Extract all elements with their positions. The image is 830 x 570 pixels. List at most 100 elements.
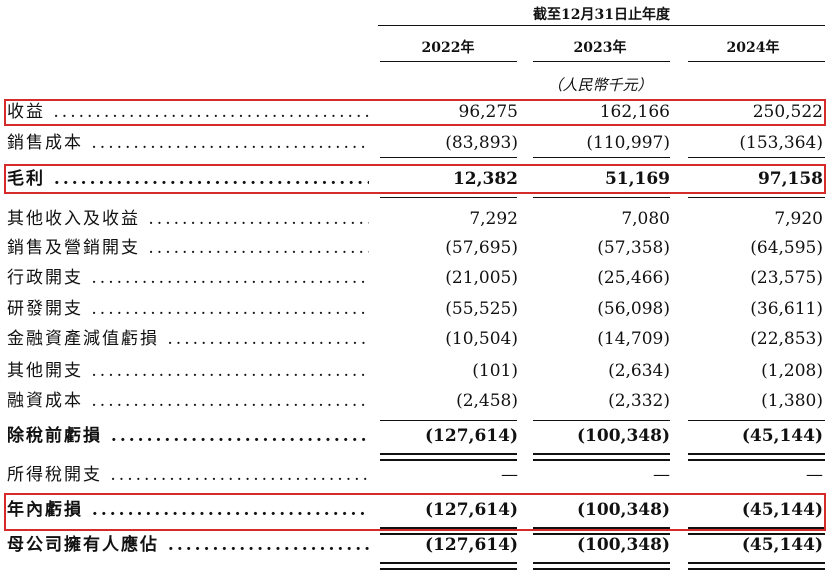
finance-costs-rule (533, 420, 670, 421)
loss-before-tax-value-2023: (100,348) (577, 426, 670, 446)
admin-expenses-value-2023: (25,466) (597, 268, 670, 288)
revenue-value-2022: 96,275 (458, 102, 518, 122)
other-income-value-2022: 7,292 (469, 209, 518, 229)
row-label-text: 年內虧損 (7, 500, 83, 520)
rnd-expenses-value-2024: (36,611) (750, 299, 823, 319)
loss-for-year-label: 年內虧損 ...................................… (7, 498, 369, 522)
row-label-text: 其他開支 (7, 361, 83, 381)
income-tax-value-2023: — (653, 465, 670, 485)
loss-for-year-value-2022: (127,614) (425, 500, 518, 520)
gross-profit-highlight-box (4, 164, 826, 194)
period-header: 截至12月31日止年度 (533, 7, 670, 23)
gross-profit-rule (688, 197, 825, 198)
leader-dots: ........................................… (91, 391, 369, 411)
row-label-text: 金融資產減值虧損 (7, 329, 159, 349)
cost-of-sales-rule (380, 157, 517, 158)
cost-of-sales-rule (688, 157, 825, 158)
finance-costs-value-2022: (2,458) (456, 391, 518, 411)
finance-costs-value-2024: (1,380) (761, 391, 823, 411)
other-income-value-2023: 7,080 (621, 209, 670, 229)
cost-of-sales-label: 銷售成本 ...................................… (7, 131, 369, 155)
leader-dots: ........................................… (167, 329, 369, 349)
leader-dots: ........................................… (53, 102, 369, 122)
revenue-label: 收益 .....................................… (7, 100, 369, 124)
finance-costs-rule (380, 420, 517, 421)
leader-dots: ........................................… (148, 238, 369, 258)
finance-costs-rule (688, 420, 825, 421)
loss-for-year-double-rule (533, 527, 670, 535)
rnd-expenses-label: 研發開支 ...................................… (7, 297, 369, 321)
finance-costs-label: 融資成本 ...................................… (7, 389, 369, 413)
row-label-text: 除稅前虧損 (7, 426, 102, 446)
row-label-text: 毛利 (7, 169, 45, 189)
admin-expenses-value-2022: (21,005) (445, 268, 518, 288)
header-rule (378, 25, 825, 26)
year-2024-header: 2024年 (726, 40, 780, 56)
gross-profit-label: 毛利 .....................................… (7, 167, 369, 191)
leader-dots: ........................................… (91, 268, 369, 288)
attributable-double-rule (533, 562, 670, 570)
admin-expenses-label: 行政開支 ...................................… (7, 266, 369, 290)
row-label-text: 研發開支 (7, 299, 83, 319)
selling-expenses-label: 銷售及營銷開支 ................................… (7, 236, 369, 260)
other-expenses-value-2024: (1,208) (761, 361, 823, 381)
loss-before-tax-double-rule (533, 453, 670, 461)
loss-for-year-value-2024: (45,144) (741, 500, 823, 520)
gross-profit-value-2023: 51,169 (604, 169, 670, 189)
row-label-text: 行政開支 (7, 268, 83, 288)
gross-profit-value-2024: 97,158 (757, 169, 823, 189)
income-tax-value-2024: — (806, 465, 823, 485)
attributable-to-owners-label: 母公司擁有人應佔 ...............................… (7, 533, 369, 557)
row-label-text: 銷售成本 (7, 133, 83, 153)
impairment-losses-value-2023: (14,709) (597, 329, 670, 349)
finance-costs-value-2023: (2,332) (608, 391, 670, 411)
other-income-value-2024: 7,920 (774, 209, 823, 229)
row-label-text: 銷售及營銷開支 (7, 238, 140, 258)
loss-for-year-double-rule (380, 527, 517, 535)
year-2023-underline (533, 61, 670, 62)
leader-dots: ........................................… (53, 169, 369, 189)
row-label-text: 母公司擁有人應佔 (7, 535, 159, 555)
attributable-to-owners-value-2023: (100,348) (577, 535, 670, 555)
selling-expenses-value-2022: (57,695) (445, 238, 518, 258)
loss-before-tax-label: 除稅前虧損 ..................................… (7, 424, 369, 448)
loss-for-year-highlight-box (4, 493, 826, 531)
rnd-expenses-value-2022: (55,525) (445, 299, 518, 319)
attributable-to-owners-value-2024: (45,144) (741, 535, 823, 555)
gross-profit-rule (533, 197, 670, 198)
attributable-double-rule (688, 562, 825, 570)
leader-dots: ........................................… (91, 361, 369, 381)
row-label-text: 其他收入及收益 (7, 209, 140, 229)
leader-dots: ........................................… (148, 209, 369, 229)
leader-dots: ........................................… (91, 500, 369, 520)
year-2024-underline (688, 61, 825, 62)
leader-dots: ........................................… (167, 535, 369, 555)
income-tax-value-2022: — (501, 465, 518, 485)
cost-of-sales-rule (533, 157, 670, 158)
loss-for-year-value-2023: (100,348) (577, 500, 670, 520)
loss-before-tax-double-rule (380, 453, 517, 461)
loss-before-tax-value-2024: (45,144) (741, 426, 823, 446)
cost-of-sales-value-2022: (83,893) (445, 133, 518, 153)
loss-before-tax-double-rule (688, 453, 825, 461)
attributable-double-rule (380, 562, 517, 570)
revenue-value-2023: 162,166 (599, 102, 670, 122)
row-label-text: 融資成本 (7, 391, 83, 411)
revenue-highlight-box (4, 99, 826, 126)
row-label-text: 收益 (7, 102, 45, 122)
income-tax-label: 所得稅開支 ..................................… (7, 463, 369, 487)
gross-profit-rule (380, 197, 517, 198)
year-2022-underline (380, 61, 517, 62)
admin-expenses-value-2024: (23,575) (750, 268, 823, 288)
cost-of-sales-value-2024: (153,364) (739, 133, 823, 153)
leader-dots: ........................................… (91, 299, 369, 319)
cost-of-sales-value-2023: (110,997) (586, 133, 670, 153)
revenue-value-2024: 250,522 (752, 102, 823, 122)
selling-expenses-value-2024: (64,595) (750, 238, 823, 258)
attributable-to-owners-value-2022: (127,614) (425, 535, 518, 555)
loss-for-year-double-rule (688, 527, 825, 535)
loss-before-tax-value-2022: (127,614) (425, 426, 518, 446)
leader-dots: ........................................… (110, 465, 369, 485)
leader-dots: ........................................… (110, 426, 369, 446)
impairment-losses-value-2022: (10,504) (445, 329, 518, 349)
